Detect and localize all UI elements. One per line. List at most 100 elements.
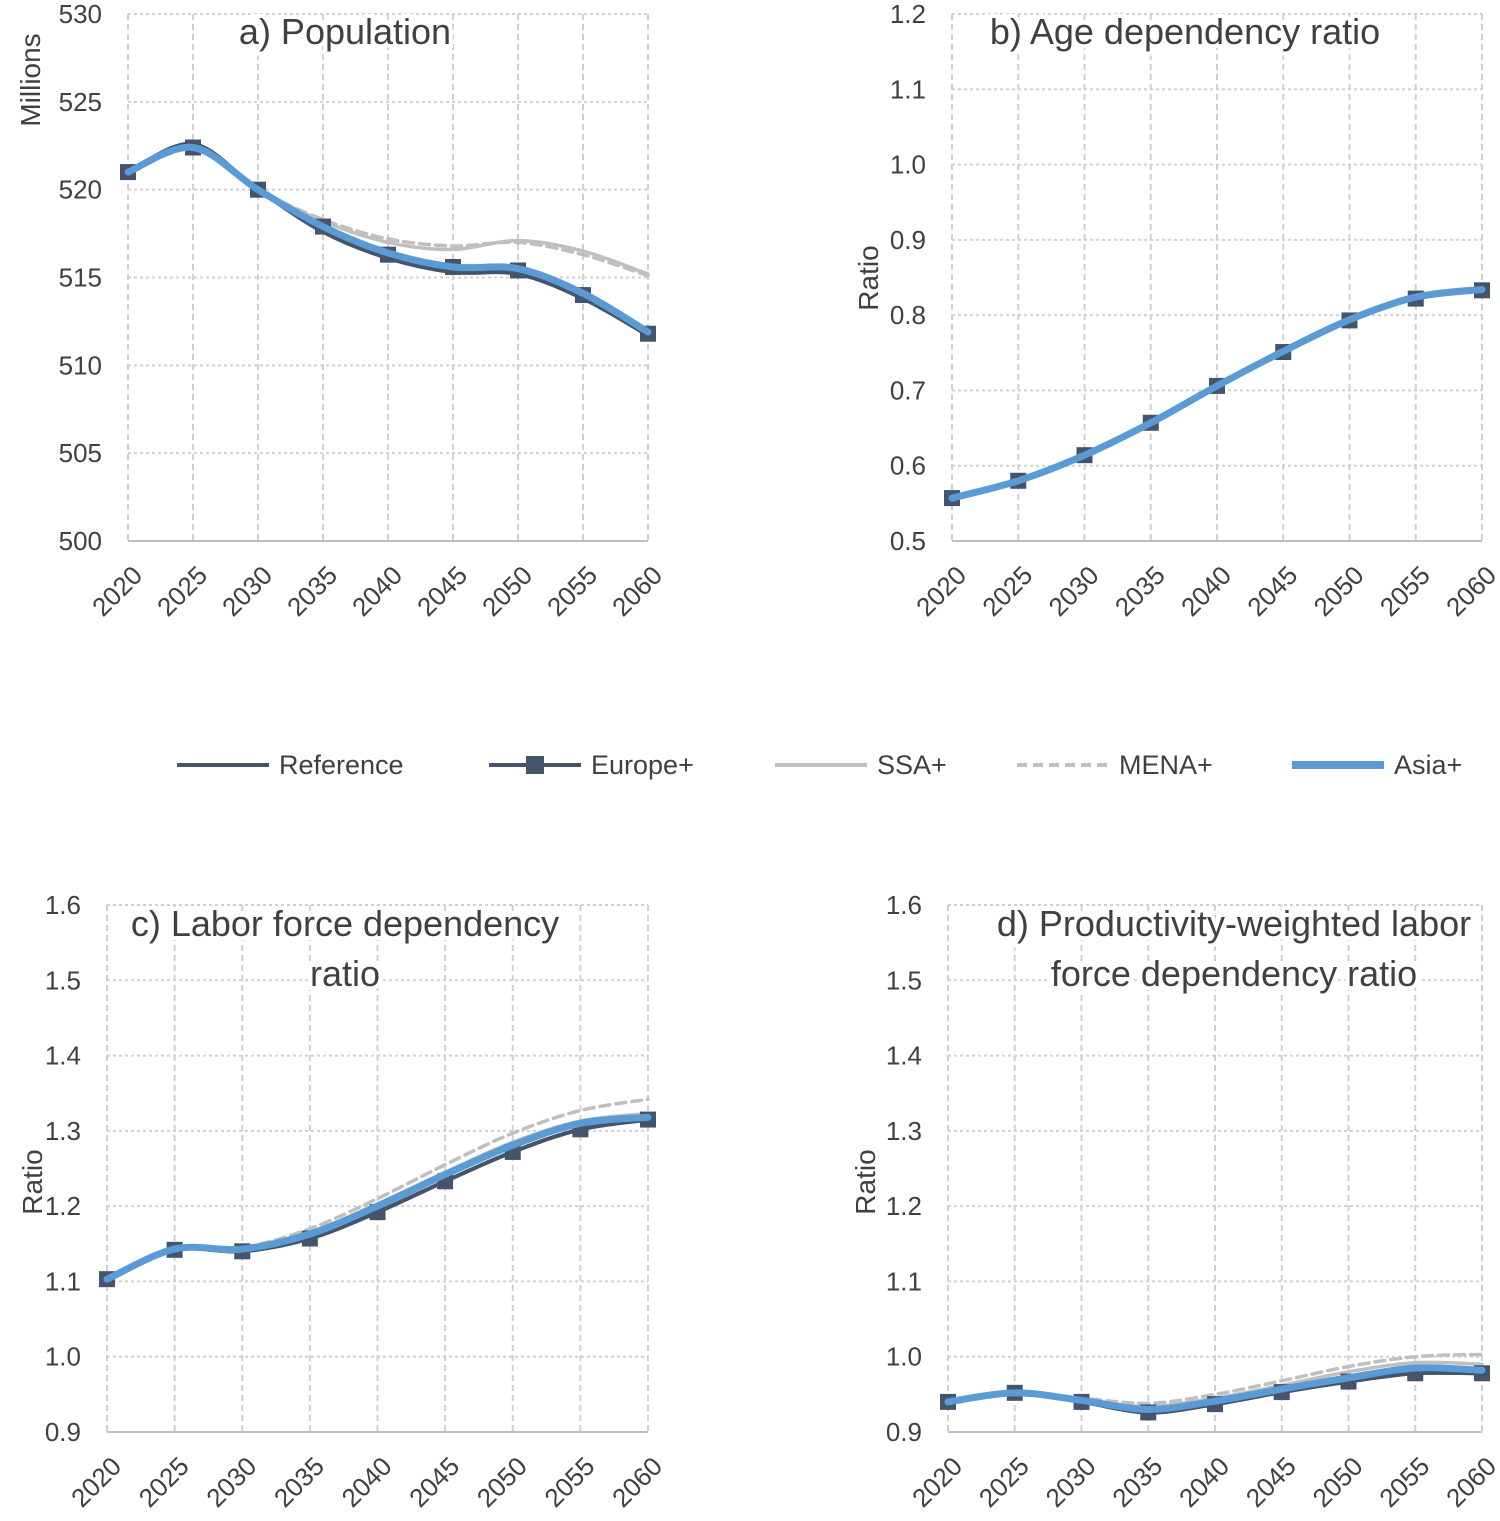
legend: Reference Europe+ SSA+ MENA+ Asia+ [0,735,1500,795]
x-tick-label: 2045 [1241,560,1303,622]
legend-item-mena: MENA+ [1015,735,1213,795]
x-tick-label: 2055 [541,560,603,622]
x-tick-label: 2030 [216,560,278,622]
x-tick-label: 2030 [200,1451,262,1513]
chart-title: ratio [310,953,380,994]
x-tick-label: 2030 [1043,560,1105,622]
x-tick-label: 2035 [1106,1451,1168,1513]
y-axis-label: Ratio [850,1149,881,1214]
y-tick-label: 505 [59,438,102,468]
y-tick-label: 1.1 [886,1266,922,1296]
x-tick-label: 2055 [1374,560,1436,622]
y-tick-label: 1.1 [890,74,926,104]
x-tick-label: 2025 [976,560,1038,622]
x-tick-label: 2045 [411,560,473,622]
legend-swatch-europe [489,756,581,774]
series-line-asia [944,1364,1486,1413]
legend-item-ssa: SSA+ [773,735,947,795]
x-tick-label: 2030 [1040,1451,1102,1513]
y-tick-label: 0.9 [45,1417,81,1447]
y-tick-label: 1.2 [890,0,926,29]
legend-item-europe: Europe+ [487,735,694,795]
y-tick-label: 1.0 [886,1342,922,1372]
legend-item-asia: Asia+ [1290,735,1462,795]
y-tick-label: 1.6 [886,890,922,920]
y-tick-label: 520 [59,175,102,205]
x-tick-label: 2040 [1175,560,1237,622]
legend-swatch-reference [177,763,269,767]
x-tick-label: 2035 [281,560,343,622]
y-axis-label: Ratio [17,1149,48,1214]
legend-label-reference: Reference [279,749,404,780]
x-tick-label: 2025 [151,560,213,622]
y-tick-label: 1.2 [45,1191,81,1221]
y-tick-label: 0.9 [886,1417,922,1447]
y-tick-label: 1.1 [45,1266,81,1296]
y-tick-label: 0.9 [890,225,926,255]
y-tick-label: 0.6 [890,451,926,481]
y-tick-label: 525 [59,87,102,117]
x-tick-label: 2040 [336,1451,398,1513]
x-tick-label: 2050 [1307,1451,1369,1513]
x-tick-label: 2035 [268,1451,330,1513]
x-tick-label: 2020 [86,560,148,622]
y-tick-label: 530 [59,0,102,29]
x-tick-label: 2045 [1240,1451,1302,1513]
y-axis-label: Millions [15,33,46,126]
y-tick-label: 500 [59,526,102,556]
x-tick-label: 2060 [606,560,668,622]
y-tick-label: 515 [59,263,102,293]
y-tick-label: 0.5 [890,526,926,556]
y-axis-label: Ratio [853,245,884,310]
x-tick-label: 2020 [906,1451,968,1513]
legend-item-reference: Reference [175,735,404,795]
y-tick-label: 1.5 [886,965,922,995]
chart-title: b) Age dependency ratio [990,11,1380,52]
x-tick-label: 2020 [910,560,972,622]
legend-label-europe: Europe+ [591,749,694,780]
x-tick-label: 2035 [1109,560,1171,622]
x-tick-label: 2050 [476,560,538,622]
x-tick-label: 2040 [1173,1451,1235,1513]
y-tick-label: 1.4 [45,1041,81,1071]
y-tick-label: 0.7 [890,375,926,405]
chart-title: a) Population [239,11,451,52]
legend-label-asia: Asia+ [1394,749,1463,780]
series-line-asia [124,143,652,336]
legend-swatch-asia [1292,761,1384,769]
panel-c: 0.9 1.0 1.1 1.2 1.3 1.4 1.5 1.6 2020 2025 2030 2035… [17,890,668,1513]
x-tick-label: 2045 [403,1451,465,1513]
legend-swatch-mena [1017,763,1109,767]
x-tick-label: 2025 [973,1451,1035,1513]
y-tick-label: 510 [59,350,102,380]
panel-d: 0.9 1.0 1.1 1.2 1.3 1.4 1.5 1.6 2020 2025 2030 2035… [850,890,1500,1513]
chart-title: force dependency ratio [1051,953,1417,994]
x-tick-label: 2040 [346,560,408,622]
x-tick-label: 2050 [1308,560,1370,622]
series-line-asia [948,286,1486,502]
chart-title: d) Productivity-weighted labor [997,903,1471,944]
series-line-asia [103,1113,652,1283]
x-tick-label: 2050 [471,1451,533,1513]
x-tick-label: 2020 [65,1451,127,1513]
y-tick-label: 1.2 [886,1191,922,1221]
x-tick-label: 2060 [1440,560,1500,622]
legend-label-mena: MENA+ [1119,749,1213,780]
y-tick-label: 1.3 [886,1116,922,1146]
legend-label-ssa: SSA+ [877,749,947,780]
x-tick-label: 2060 [1440,1451,1500,1513]
y-tick-label: 0.8 [890,300,926,330]
legend-swatch-ssa [775,763,867,767]
y-tick-label: 1.3 [45,1116,81,1146]
x-tick-label: 2025 [133,1451,195,1513]
chart-title: c) Labor force dependency [131,903,559,944]
y-tick-label: 1.6 [45,890,81,920]
panel-b: 0.5 0.6 0.7 0.8 0.9 1.0 1.1 1.2 2020 2025 2030 2035… [853,0,1500,622]
y-tick-label: 1.0 [45,1342,81,1372]
y-tick-label: 1.4 [886,1041,922,1071]
x-tick-label: 2055 [1373,1451,1435,1513]
x-tick-label: 2060 [606,1451,668,1513]
y-tick-label: 1.5 [45,965,81,995]
